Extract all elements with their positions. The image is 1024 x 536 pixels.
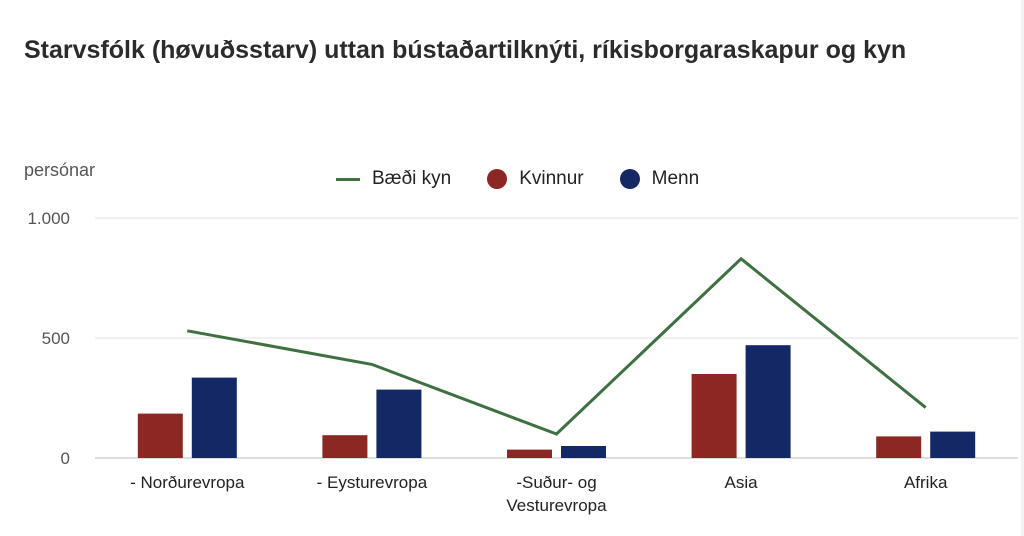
y-tick-label: 0 bbox=[61, 449, 70, 468]
y-tick-label: 1.000 bbox=[27, 209, 70, 228]
x-tick-label: Afrika bbox=[904, 473, 948, 492]
chart-title: Starvsfólk (høvuðsstarv) uttan bústaðart… bbox=[24, 36, 907, 64]
bar bbox=[691, 374, 737, 458]
legend: Bæði kyn Kvinnur Menn bbox=[336, 166, 735, 192]
bar bbox=[376, 389, 422, 458]
y-tick-label: 500 bbox=[42, 329, 70, 348]
x-tick-label: - Norðurevropa bbox=[130, 473, 245, 492]
y-axis-label: persónar bbox=[24, 160, 96, 180]
circle-swatch-icon bbox=[619, 169, 640, 189]
bar bbox=[930, 431, 976, 458]
series-line bbox=[187, 256, 927, 436]
bar bbox=[191, 377, 237, 458]
legend-item-men[interactable]: Menn bbox=[619, 168, 700, 190]
x-tick-label: - Eysturevropa bbox=[317, 473, 428, 492]
legend-label-men: Menn bbox=[651, 168, 700, 189]
x-tick-label: -Suður- og bbox=[516, 473, 596, 492]
bar bbox=[137, 413, 183, 458]
legend-label-women: Kvinnur bbox=[519, 168, 584, 189]
legend-label-both: Bæði kyn bbox=[372, 168, 452, 189]
legend-item-both[interactable]: Bæði kyn bbox=[336, 168, 451, 190]
legend-item-women[interactable]: Kvinnur bbox=[487, 168, 584, 190]
circle-swatch-icon bbox=[487, 169, 508, 189]
bar bbox=[876, 436, 922, 458]
bar bbox=[322, 435, 368, 458]
edge-divider bbox=[1021, 0, 1024, 536]
bar bbox=[507, 449, 552, 458]
x-tick-label: Asia bbox=[725, 473, 759, 492]
bar bbox=[561, 446, 606, 458]
x-tick-label: Vesturevropa bbox=[506, 496, 607, 515]
line-swatch-icon bbox=[336, 177, 360, 181]
bar bbox=[745, 345, 791, 458]
